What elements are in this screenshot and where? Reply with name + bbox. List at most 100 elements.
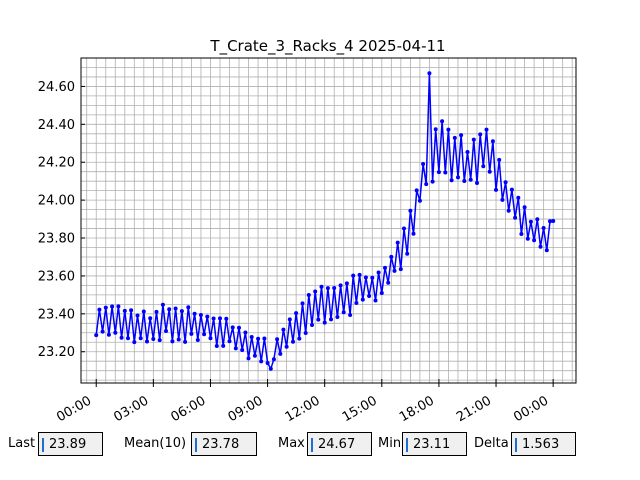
data-point — [376, 270, 381, 275]
stat-delta-field[interactable]: 1.563 — [511, 432, 576, 456]
x-tick-label: 12:00 — [283, 393, 323, 425]
data-point — [281, 327, 286, 332]
data-point — [379, 291, 384, 295]
data-point — [348, 313, 353, 317]
data-point — [433, 127, 438, 132]
stat-mean-value: 23.78 — [202, 437, 240, 452]
x-tick-label: 06:00 — [169, 393, 209, 425]
text-cursor — [195, 438, 197, 452]
data-point — [208, 336, 213, 341]
data-point — [548, 219, 552, 224]
data-point — [173, 306, 178, 311]
data-point — [268, 366, 273, 371]
data-point — [110, 304, 115, 309]
y-tick-label: 23.20 — [38, 345, 75, 360]
data-point — [148, 316, 153, 321]
data-point — [427, 71, 432, 76]
data-point — [392, 268, 397, 273]
data-point — [532, 238, 537, 243]
data-point — [237, 325, 241, 330]
data-point — [484, 127, 489, 132]
data-point — [271, 357, 276, 362]
data-point — [383, 265, 387, 270]
data-point — [478, 132, 483, 137]
data-point — [306, 293, 311, 297]
data-point — [421, 162, 426, 166]
data-point — [436, 170, 441, 175]
data-point — [481, 164, 486, 169]
stat-min-value: 23.11 — [413, 437, 451, 452]
data-point — [370, 275, 375, 280]
plot-frame — [80, 57, 577, 384]
y-tick-label: 23.60 — [38, 269, 75, 284]
data-point — [287, 317, 292, 322]
data-point — [487, 169, 492, 174]
x-tick-label: 00:00 — [54, 393, 94, 425]
stat-delta-value: 1.563 — [522, 437, 560, 452]
y-tick-label: 23.80 — [38, 232, 75, 247]
data-point — [500, 197, 505, 202]
y-tick-label: 23.40 — [38, 307, 75, 322]
text-cursor — [515, 438, 517, 452]
data-point — [252, 353, 257, 358]
data-point — [389, 254, 394, 259]
data-point — [525, 236, 530, 241]
stat-max-value: 24.67 — [318, 437, 356, 452]
data-point — [538, 244, 543, 249]
data-point — [430, 179, 435, 184]
data-point — [475, 181, 479, 185]
x-tick-label: 00:00 — [511, 393, 551, 425]
data-point — [440, 119, 445, 124]
data-point — [103, 305, 108, 310]
stat-max-label: Max — [278, 436, 305, 451]
data-point — [119, 335, 124, 340]
stat-max-field[interactable]: 24.67 — [307, 432, 372, 456]
data-point — [151, 337, 156, 341]
data-point — [233, 346, 238, 351]
data-point — [243, 330, 248, 335]
y-tick-label: 24.60 — [38, 80, 75, 95]
data-point — [132, 340, 137, 345]
data-point — [494, 187, 498, 192]
data-point — [452, 135, 457, 140]
data-point — [528, 219, 533, 224]
data-point — [256, 336, 261, 341]
data-point — [338, 283, 343, 288]
data-point — [122, 308, 127, 313]
stat-mean-field[interactable]: 23.78 — [191, 432, 257, 456]
data-point — [424, 182, 429, 187]
data-point — [192, 311, 197, 316]
data-point — [106, 332, 111, 337]
data-point — [167, 307, 172, 312]
data-point — [367, 294, 372, 298]
y-tick-label: 24.20 — [38, 156, 75, 171]
data-point — [503, 180, 508, 185]
stat-min-field[interactable]: 23.11 — [402, 432, 467, 456]
data-point — [126, 336, 130, 341]
data-point — [141, 309, 146, 314]
stat-last-field[interactable]: 23.89 — [38, 432, 103, 456]
x-tick-label: 15:00 — [340, 393, 380, 425]
data-point — [300, 301, 305, 306]
data-point — [329, 317, 333, 322]
data-point — [395, 240, 400, 245]
data-point — [341, 310, 346, 315]
data-point — [357, 272, 362, 277]
data-point — [509, 187, 514, 192]
data-point — [189, 331, 194, 336]
data-point — [138, 336, 143, 341]
data-point — [360, 297, 365, 302]
data-point — [116, 304, 121, 309]
text-cursor — [406, 438, 408, 452]
data-point — [405, 251, 410, 256]
stat-last-label: Last — [8, 436, 36, 451]
data-point — [259, 359, 264, 364]
data-point — [157, 338, 162, 343]
data-point — [129, 308, 134, 313]
data-point — [221, 343, 226, 348]
data-point — [363, 275, 368, 280]
data-point — [544, 248, 549, 253]
x-axis: 00:00 03:00 06:00 09:00 12:00 15:00 18:00 21:00… — [54, 379, 554, 425]
chart-title: T_Crate_3_Racks_4 2025-04-11 — [209, 37, 445, 56]
data-point — [398, 267, 403, 272]
